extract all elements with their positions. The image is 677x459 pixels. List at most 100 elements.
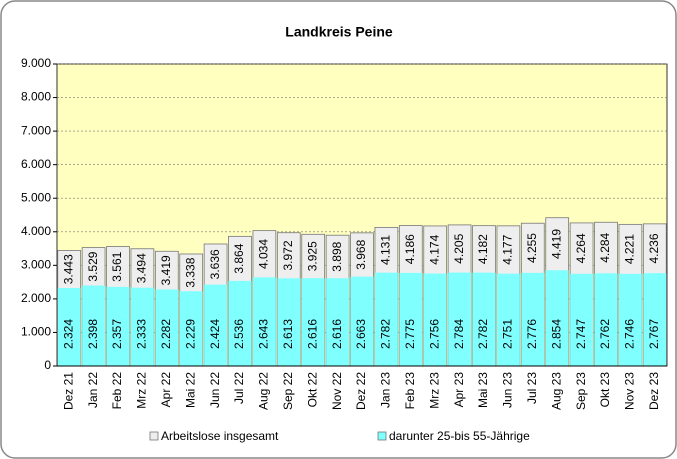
value-label: 4.284 [598,232,612,262]
value-label: 2.756 [427,319,441,349]
y-tick-label: 7.000 [21,123,51,137]
x-tick-label: Mai 22 [183,372,197,408]
value-label: 3.561 [110,251,124,281]
x-tick-label: Nov 23 [623,372,637,410]
bar [643,273,667,366]
x-tick-label: Sep 23 [574,372,588,410]
legend-label: Arbeitslose insgesamt [161,429,279,443]
bar [155,289,179,366]
bar [594,273,618,366]
y-tick-label: 0 [44,358,51,372]
value-label: 2.357 [110,319,124,349]
value-label: 3.338 [183,257,197,287]
y-tick-label: 5.000 [21,190,51,204]
value-label: 4.236 [647,233,661,263]
value-label: 4.205 [452,233,466,263]
x-tick-label: Mrz 22 [135,372,149,409]
value-label: 2.767 [647,319,661,349]
value-label: 3.864 [232,243,246,273]
x-tick-label: Aug 23 [549,372,563,410]
x-tick-label: Apr 23 [452,372,466,408]
value-label: 4.419 [549,229,563,259]
value-label: 3.529 [86,251,100,281]
bar [496,273,520,366]
value-label: 3.636 [208,249,222,279]
y-tick-label: 9.000 [21,56,51,70]
bar [374,272,398,366]
value-label: 2.751 [501,319,515,349]
value-label: 2.775 [403,319,417,349]
x-tick-label: Jan 23 [379,372,393,408]
value-label: 3.419 [159,255,173,285]
value-label: 3.925 [305,241,319,271]
x-tick-label: Jul 23 [525,372,539,404]
x-tick-label: Okt 23 [598,372,612,408]
legend-swatch [149,431,159,441]
bar [618,273,642,366]
bar [521,272,545,366]
y-tick-label: 3.000 [21,258,51,272]
bar [545,270,569,366]
value-label: 4.182 [476,234,490,264]
value-label: 3.968 [354,239,368,269]
value-label: 4.034 [257,239,271,269]
chart-title: Landkreis Peine [285,24,393,40]
value-label: 2.324 [61,319,75,349]
value-label: 2.762 [598,319,612,349]
value-label: 2.398 [86,319,100,349]
y-tick-label: 4.000 [21,224,51,238]
x-tick-label: Feb 22 [110,372,124,410]
value-label: 2.616 [330,319,344,349]
x-tick-label: Dez 21 [61,372,75,410]
x-tick-label: Jun 22 [208,372,222,408]
bar [179,291,203,366]
value-label: 2.782 [476,319,490,349]
value-label: 2.333 [135,319,149,349]
value-label: 2.747 [574,319,588,349]
value-label: 2.616 [305,319,319,349]
x-tick-label: Okt 22 [305,372,319,408]
bar [350,276,374,366]
y-tick-label: 8.000 [21,90,51,104]
legend-swatch [377,431,387,441]
x-tick-label: Dez 22 [354,372,368,410]
bar [252,277,276,366]
x-tick-label: Aug 22 [257,372,271,410]
value-label: 3.494 [135,253,149,283]
x-tick-label: Jul 22 [232,372,246,404]
bar [472,272,496,366]
value-label: 2.229 [183,319,197,349]
bar [82,285,106,366]
x-tick-label: Mrz 23 [427,372,441,409]
bar [301,278,325,366]
value-label: 2.282 [159,319,173,349]
bar [57,288,81,366]
bar [228,280,252,366]
y-tick-label: 6.000 [21,157,51,171]
value-label: 3.898 [330,241,344,271]
value-label: 4.221 [623,234,637,264]
value-label: 2.776 [525,319,539,349]
value-label: 2.424 [208,319,222,349]
value-label: 4.177 [501,234,515,264]
bar [106,286,130,366]
bar [570,273,594,366]
bar [399,272,423,366]
legend-label: darunter 25-bis 55-Jährige [389,429,530,443]
bar [204,284,228,366]
y-tick-label: 1.000 [21,325,51,339]
x-tick-label: Mai 23 [476,372,490,408]
value-label: 4.174 [427,234,441,264]
value-label: 2.782 [379,319,393,349]
value-label: 2.784 [452,319,466,349]
bar [130,287,154,366]
x-tick-label: Feb 23 [403,372,417,410]
value-label: 3.972 [281,240,295,270]
bar [448,272,472,366]
value-label: 2.663 [354,319,368,349]
x-tick-label: Nov 22 [330,372,344,410]
x-tick-label: Jan 22 [86,372,100,408]
bar [277,278,301,366]
x-tick-label: Sep 22 [281,372,295,410]
